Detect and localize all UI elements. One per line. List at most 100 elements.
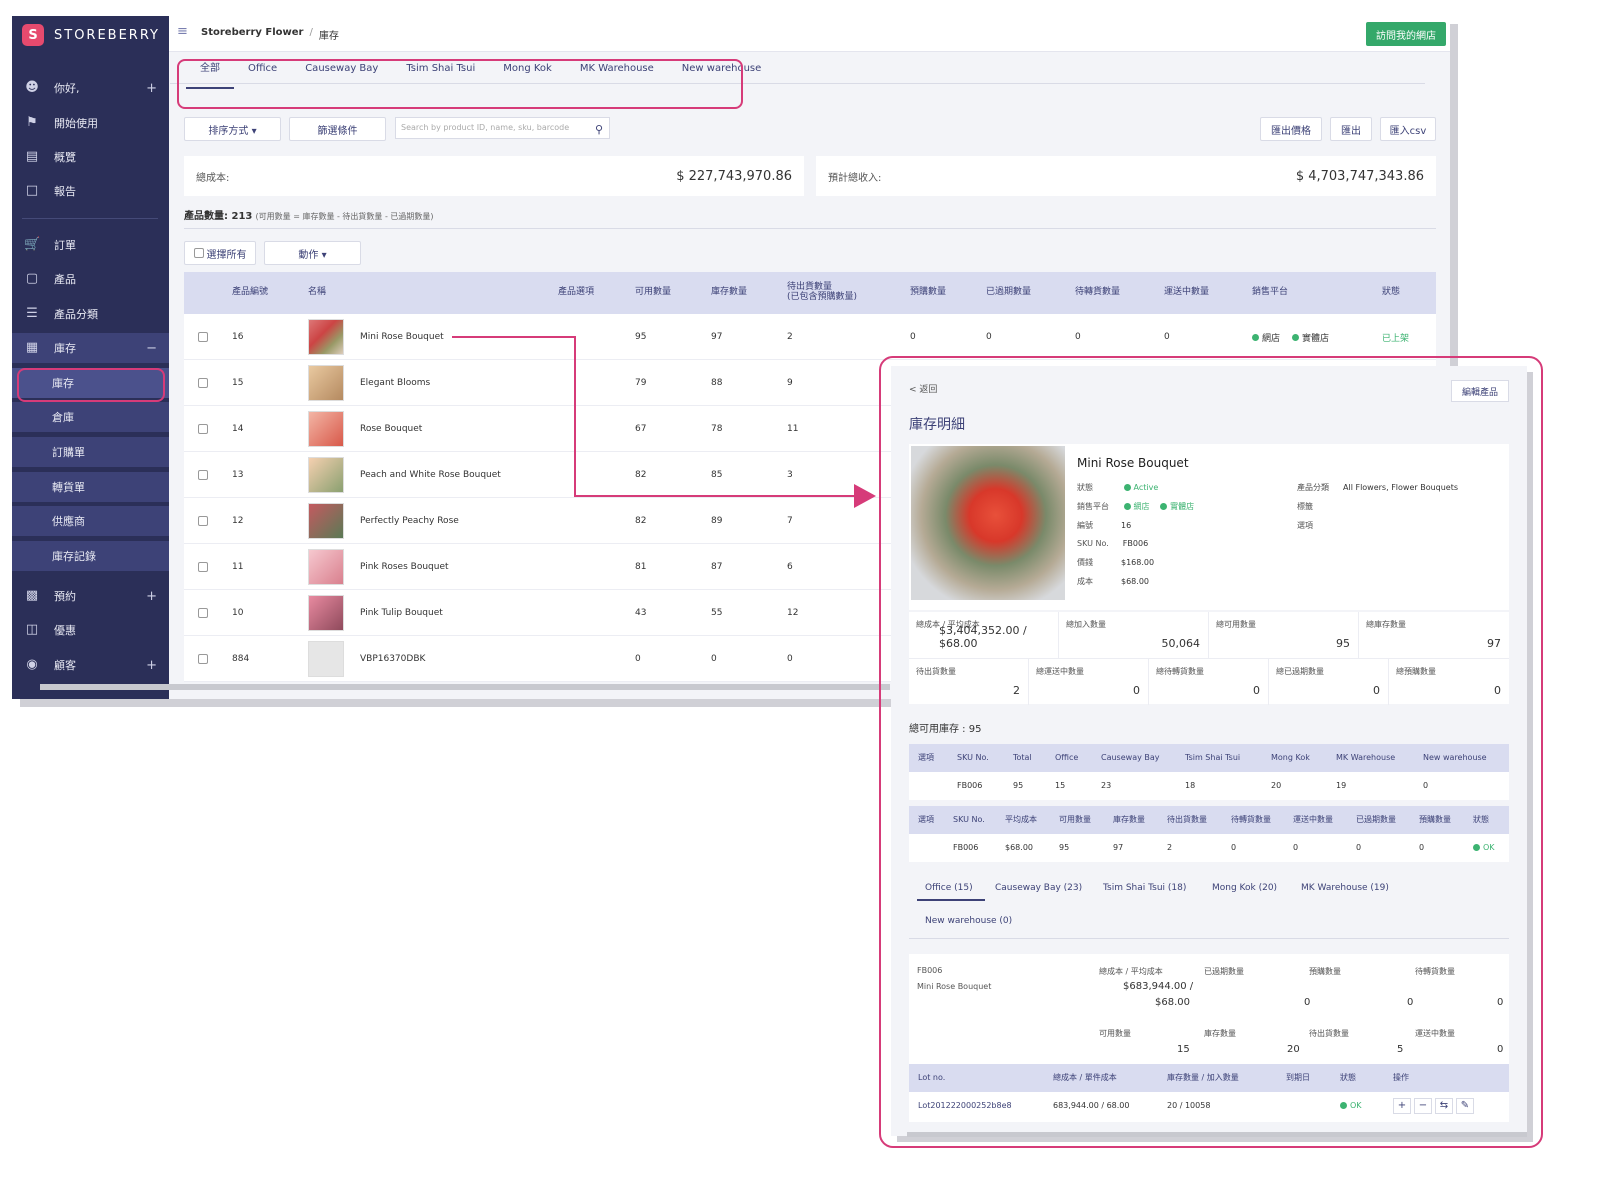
loc-tab-office[interactable]: Office (15) xyxy=(917,883,985,901)
row-checkbox[interactable] xyxy=(198,654,208,664)
add-icon[interactable]: + xyxy=(1393,1098,1411,1114)
horizontal-scrollbar[interactable] xyxy=(40,684,890,690)
sidebar-item-customers[interactable]: ◉ 顧客 + xyxy=(12,650,169,680)
row-checkbox[interactable] xyxy=(198,378,208,388)
sidebar-item-orders[interactable]: 🛒 訂單 xyxy=(12,230,169,260)
loc-tab-mong-kok[interactable]: Mong Kok (20) xyxy=(1212,883,1278,893)
row-available: 0 xyxy=(635,654,641,664)
menu-toggle-icon[interactable]: ≡ xyxy=(177,24,188,39)
col-stock[interactable]: 庫存數量 xyxy=(711,287,748,298)
col-name[interactable]: 名稱 xyxy=(308,287,327,298)
row-checkbox[interactable] xyxy=(198,608,208,618)
breadcrumb-page: 庫存 xyxy=(318,31,339,42)
sidebar-item-products[interactable]: ▢ 產品 xyxy=(12,264,169,294)
row-checkbox[interactable] xyxy=(198,562,208,572)
row-name[interactable]: Peach and White Rose Bouquet xyxy=(360,470,501,480)
product-name: Mini Rose Bouquet xyxy=(1077,456,1189,470)
edit-product-button[interactable]: 編輯產品 xyxy=(1451,380,1509,402)
col-option: 選項 xyxy=(918,753,934,762)
col-shipping[interactable]: 運送中數量 xyxy=(1164,287,1210,298)
lot-number-link[interactable]: Lot201222000252b8e8 xyxy=(918,1101,1012,1110)
calendar-icon: ▩ xyxy=(25,588,39,603)
sidebar-subitem-purchase-order[interactable]: 訂購單 xyxy=(12,437,169,467)
row-stock: 87 xyxy=(711,562,723,572)
import-csv-button[interactable]: 匯入csv xyxy=(1380,117,1436,141)
breadcrumb-shop[interactable]: Storeberry Flower xyxy=(201,27,304,38)
row-name[interactable]: Mini Rose Bouquet xyxy=(360,332,444,342)
sidebar-item-label: 顧客 xyxy=(54,659,76,672)
sidebar-item-categories[interactable]: ☰ 產品分類 xyxy=(12,299,169,329)
sidebar-item-overview[interactable]: ▤ 概覽 xyxy=(12,142,169,172)
sidebar-item-greeting[interactable]: ☻ 你好, + xyxy=(12,73,169,103)
col-expired[interactable]: 已過期數量 xyxy=(986,287,1032,298)
col-preorder[interactable]: 預購數量 xyxy=(910,287,947,298)
expand-icon[interactable]: + xyxy=(146,657,157,673)
col-available[interactable]: 可用數量 xyxy=(635,287,672,298)
transfer-icon[interactable]: ⇆ xyxy=(1435,1098,1453,1114)
row-name[interactable]: Pink Tulip Bouquet xyxy=(360,608,443,618)
collapse-icon[interactable]: − xyxy=(146,340,157,356)
tab-office[interactable]: Office xyxy=(248,63,278,74)
sidebar-subitem-inventory-log[interactable]: 庫存記錄 xyxy=(12,541,169,571)
loc-expired-label: 已過期數量 xyxy=(1204,967,1244,976)
row-checkbox[interactable] xyxy=(198,424,208,434)
tab-tsim-shai-tsui[interactable]: Tsim Shai Tsui xyxy=(406,63,476,74)
visit-shop-button[interactable]: 訪問我的網店 xyxy=(1366,22,1446,46)
loc-preorder-value: 0 xyxy=(1407,997,1414,1008)
action-button[interactable]: 動作 ▾ xyxy=(264,241,361,265)
sidebar-subitem-warehouse[interactable]: 倉庫 xyxy=(12,402,169,432)
brand-logo[interactable]: S STOREBERRY xyxy=(22,24,160,46)
edit-pencil-icon[interactable]: ✎ xyxy=(1456,1098,1474,1114)
loc-tab-causeway-bay[interactable]: Causeway Bay (23) xyxy=(995,883,1083,893)
col-transfer[interactable]: 待轉貨數量 xyxy=(1075,287,1121,298)
loc-tab-tsim-shai-tsui[interactable]: Tsim Shai Tsui (18) xyxy=(1103,883,1187,893)
expand-icon[interactable]: + xyxy=(146,588,157,604)
select-all-checkbox[interactable] xyxy=(193,248,204,258)
tab-new-warehouse[interactable]: New warehouse xyxy=(681,63,762,74)
row-name[interactable]: Rose Bouquet xyxy=(360,424,423,434)
sidebar-subitem-inventory[interactable]: 庫存 xyxy=(12,368,169,398)
search-icon[interactable]: ⚲ xyxy=(594,123,603,136)
tab-mong-kok[interactable]: Mong Kok xyxy=(503,63,552,74)
row-checkbox[interactable] xyxy=(198,332,208,342)
tab-all[interactable]: 全部 xyxy=(186,49,234,89)
image-placeholder-icon xyxy=(308,641,344,677)
sort-button[interactable]: 排序方式 ▾ xyxy=(184,117,281,141)
row-name[interactable]: Elegant Blooms xyxy=(360,378,431,388)
product-search-input[interactable]: Search by product ID, name, sku, barcode… xyxy=(395,117,610,139)
export-button[interactable]: 匯出 xyxy=(1330,117,1372,141)
loc-tab-new-warehouse[interactable]: New warehouse (0) xyxy=(925,916,1013,926)
sidebar-divider xyxy=(22,218,158,219)
select-all-button[interactable]: 選擇所有 xyxy=(184,241,256,265)
detail-highlight xyxy=(879,356,1543,1148)
sidebar-subitem-transfer[interactable]: 轉貨單 xyxy=(12,472,169,502)
sidebar-item-booking[interactable]: ▩ 預約 + xyxy=(12,581,169,611)
row-name[interactable]: VBP16370DBK xyxy=(360,654,426,664)
sidebar-item-reports[interactable]: □ 報告 xyxy=(12,176,169,206)
tab-mk-warehouse[interactable]: MK Warehouse xyxy=(579,63,654,74)
row-name[interactable]: Perfectly Peachy Rose xyxy=(360,516,459,526)
row-name[interactable]: Pink Roses Bouquet xyxy=(360,562,449,572)
sidebar-subitem-supplier[interactable]: 供應商 xyxy=(12,506,169,536)
filter-button[interactable]: 篩選條件 xyxy=(289,117,386,141)
flag-icon: ⚑ xyxy=(26,115,38,130)
tab-causeway-bay[interactable]: Causeway Bay xyxy=(305,63,379,74)
export-price-button[interactable]: 匯出價格 xyxy=(1260,117,1322,141)
expand-icon[interactable]: + xyxy=(146,80,157,96)
col-pending[interactable]: 待出貨數量 (已包含預購數量) xyxy=(787,272,857,314)
sidebar-item-inventory[interactable]: ▦ 庫存 − xyxy=(12,333,169,363)
sidebar-item-getting-started[interactable]: ⚑ 開始使用 xyxy=(12,108,169,138)
table-row[interactable]: 16 Mini Rose Bouquet 95 97 2 0 0 0 0 網店 … xyxy=(184,314,1436,360)
loc-avail-label: 可用數量 xyxy=(1099,1029,1131,1038)
minus-icon[interactable]: − xyxy=(1414,1098,1432,1114)
back-link[interactable]: < 返回 xyxy=(909,385,938,395)
loc-tab-mk-warehouse[interactable]: MK Warehouse (19) xyxy=(1301,883,1389,893)
stat-value: 0 xyxy=(1494,684,1501,697)
col-product-id[interactable]: 產品編號 xyxy=(232,287,269,298)
stat-total-cost: 總成本 / 平均成本 $3,404,352.00 / $68.00 xyxy=(909,612,1059,658)
row-checkbox[interactable] xyxy=(198,470,208,480)
sidebar-item-promotions[interactable]: ◫ 優惠 xyxy=(12,615,169,645)
detail-horizontal-scrollbar[interactable] xyxy=(907,1132,1527,1137)
row-checkbox[interactable] xyxy=(198,516,208,526)
option-label: 選項 xyxy=(1297,521,1313,530)
